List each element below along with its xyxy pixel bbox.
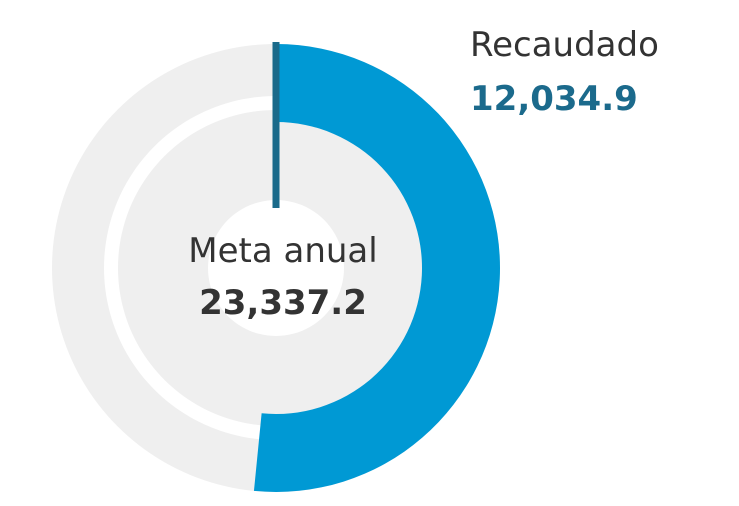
value-label: 12,034.9 [470, 79, 638, 119]
legend-label: Recaudado [470, 25, 659, 65]
center-label: Meta anual [188, 231, 377, 271]
target-ring-inner [117, 110, 434, 426]
progress-arc [253, 44, 500, 492]
rings [51, 44, 500, 492]
center-value: 23,337.2 [199, 283, 367, 323]
